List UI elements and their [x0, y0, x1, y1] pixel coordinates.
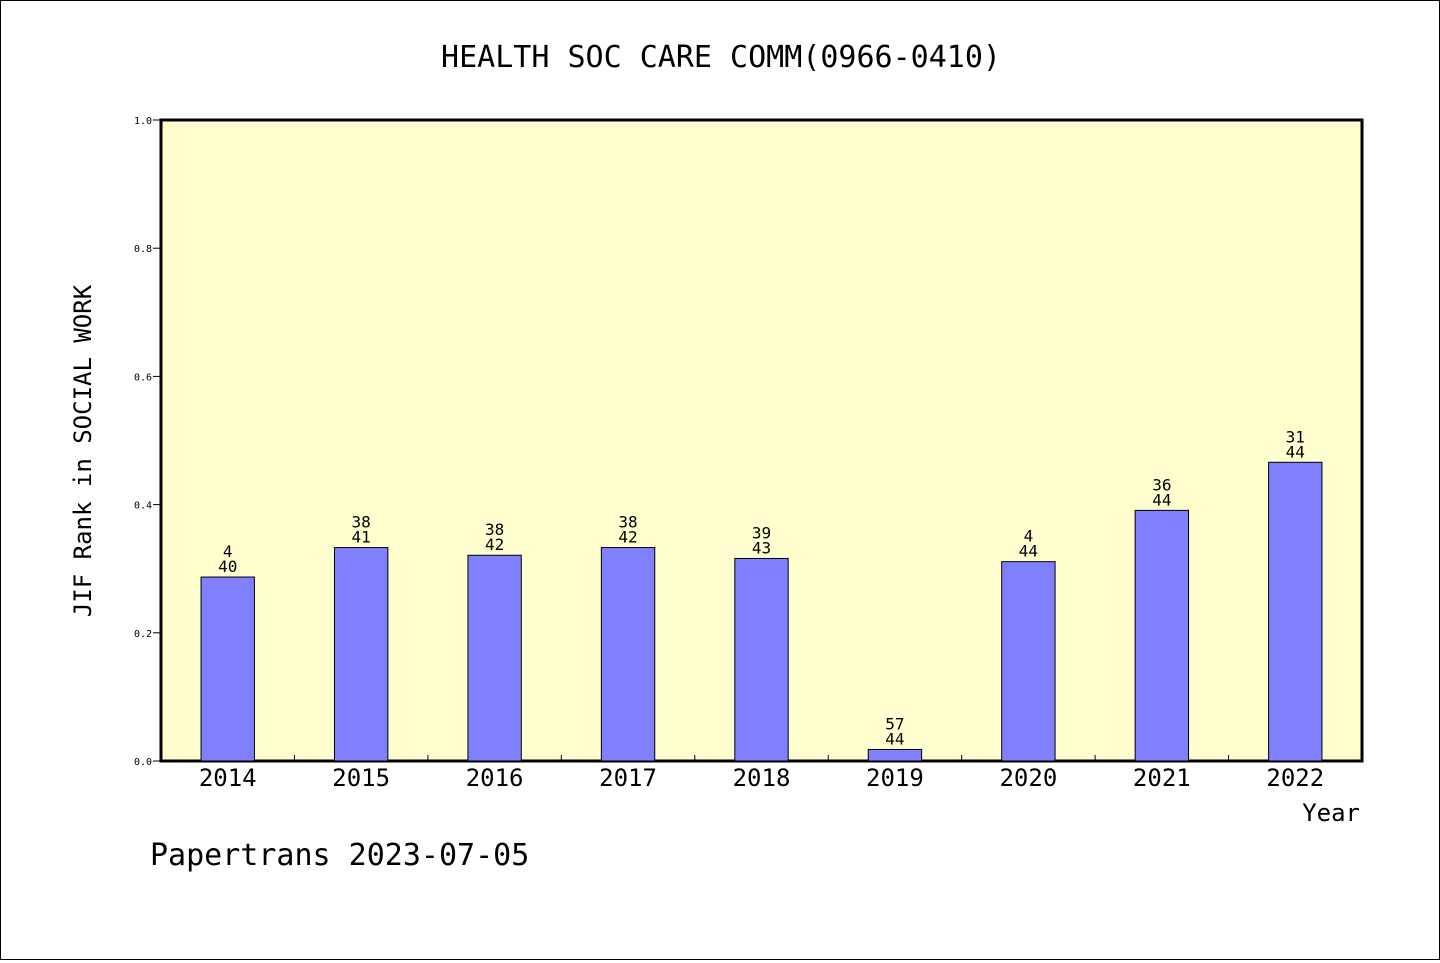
- x-tick-label: 2017: [599, 764, 657, 792]
- data-label-top: 4: [223, 542, 233, 561]
- data-label-top: 38: [618, 513, 637, 532]
- data-label-top: 38: [352, 513, 371, 532]
- data-label-bottom: 42: [485, 535, 504, 554]
- data-label-bottom: 43: [752, 538, 771, 557]
- bar-2022: [1268, 461, 1323, 762]
- data-label-top: 31: [1286, 427, 1305, 446]
- bar-2021: [1134, 509, 1190, 762]
- x-tick-label: 2014: [199, 764, 257, 792]
- footer-text: Papertrans 2023-07-05: [150, 838, 529, 873]
- data-label-bottom: 44: [1152, 490, 1171, 509]
- bar-2018: [734, 557, 789, 762]
- x-axis-tick-labels: 2014 2015 2016 2017 2018 2019 2020 2021 2022: [199, 764, 1324, 792]
- bar-2016: [467, 554, 522, 762]
- data-label-top: 57: [885, 714, 904, 733]
- y-axis-ticks: 0.0 0.2 0.4 0.6 0.8 1.0: [134, 116, 161, 768]
- data-label-top: 36: [1152, 475, 1171, 494]
- y-tick-label: 0.8: [134, 244, 152, 255]
- data-label-bottom: 44: [1019, 542, 1038, 561]
- y-axis-label: JIF Rank in SOCIAL WORK: [69, 284, 97, 617]
- x-axis-label: Year: [1302, 799, 1360, 827]
- y-tick-label: 0.4: [134, 501, 152, 512]
- x-tick-label: 2021: [1133, 764, 1191, 792]
- y-tick-label: 0.2: [134, 629, 152, 640]
- x-tick-label: 2018: [733, 764, 791, 792]
- data-label-bottom: 41: [352, 528, 371, 547]
- bar-2015: [333, 547, 389, 762]
- data-label-bottom: 40: [218, 557, 237, 576]
- x-tick-label: 2020: [999, 764, 1057, 792]
- y-tick-label: 0.0: [134, 757, 152, 768]
- x-tick-label: 2022: [1266, 764, 1324, 792]
- bar-2017: [600, 547, 656, 762]
- x-tick-label: 2015: [332, 764, 390, 792]
- data-label-top: 38: [485, 520, 504, 539]
- y-tick-label: 0.6: [134, 372, 152, 383]
- x-tick-label: 2019: [866, 764, 924, 792]
- data-label-bottom: 42: [618, 528, 637, 547]
- y-tick-label: 1.0: [134, 116, 152, 127]
- data-label-bottom: 44: [885, 729, 904, 748]
- x-axis-minor-ticks: [293, 755, 1230, 761]
- bar-2019: [867, 748, 923, 762]
- x-tick-label: 2016: [466, 764, 524, 792]
- data-label-top: 4: [1024, 527, 1034, 546]
- data-label-bottom: 44: [1286, 442, 1305, 461]
- bar-series: [200, 461, 1323, 762]
- bar-2020: [1001, 561, 1056, 762]
- bar-2014: [200, 576, 255, 762]
- chart-title: HEALTH SOC CARE COMM(0966-0410): [441, 40, 1001, 75]
- data-label-top: 39: [752, 523, 771, 542]
